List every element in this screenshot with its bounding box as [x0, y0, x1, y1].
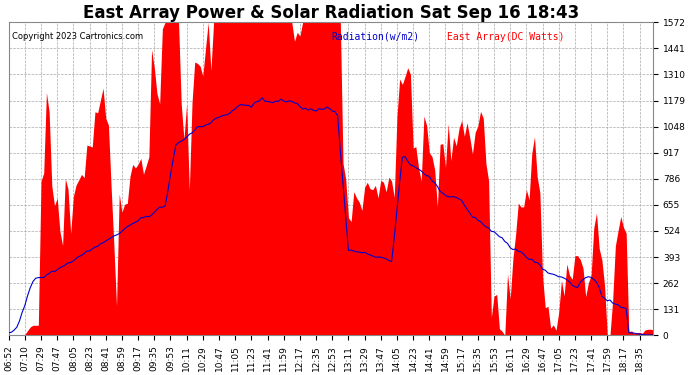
Text: East Array(DC Watts): East Array(DC Watts): [447, 32, 564, 42]
Title: East Array Power & Solar Radiation Sat Sep 16 18:43: East Array Power & Solar Radiation Sat S…: [83, 4, 579, 22]
Text: Copyright 2023 Cartronics.com: Copyright 2023 Cartronics.com: [12, 32, 143, 41]
Text: Radiation(w/m2): Radiation(w/m2): [331, 32, 419, 42]
